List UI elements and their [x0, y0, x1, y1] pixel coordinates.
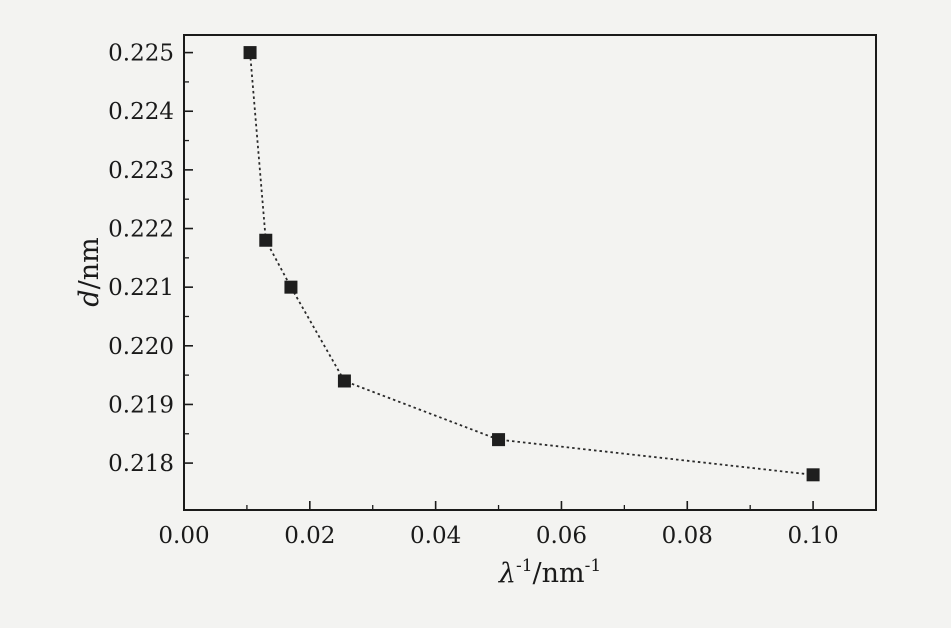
x-tick-label: 0.00 [158, 523, 209, 549]
data-point-marker [259, 233, 273, 247]
x-label-sup2: -1 [585, 556, 602, 576]
series-line [249, 52, 814, 476]
x-tick-label: 0.04 [410, 523, 461, 549]
y-tick-label: 0.221 [108, 275, 174, 301]
x-label-sup1: -1 [516, 556, 533, 576]
x-label-lambda: λ [498, 558, 516, 589]
y-tick-label: 0.218 [108, 451, 174, 477]
y-tick-label: 0.223 [108, 158, 174, 184]
data-point-marker [243, 46, 257, 60]
y-axis-label: d/nm [74, 237, 105, 306]
x-label-unit: /nm [533, 558, 585, 589]
data-point-marker [806, 468, 820, 482]
plot-frame [183, 34, 877, 511]
y-tick-label: 0.225 [108, 41, 174, 67]
data-point-marker [492, 433, 506, 447]
y-label-unit: /nm [74, 237, 105, 289]
x-axis-label: λ-1/nm-1 [498, 556, 601, 589]
x-tick-label: 0.02 [284, 523, 335, 549]
y-tick-label: 0.224 [108, 99, 174, 125]
series-layer [243, 46, 820, 482]
x-tick-label: 0.06 [536, 523, 587, 549]
y-label-d: d [74, 289, 105, 306]
data-point-marker [337, 374, 351, 388]
x-tick-label: 0.10 [787, 523, 838, 549]
x-axis: 0.00 0.02 0.04 0.06 0.08 0.10 [158, 501, 839, 549]
y-tick-label: 0.222 [108, 217, 174, 243]
y-axis: 0.218 0.219 0.220 0.221 0.222 0.223 0.224 0.225 [108, 41, 193, 477]
data-point-marker [284, 280, 298, 294]
x-tick-label: 0.08 [662, 523, 713, 549]
y-tick-label: 0.220 [108, 334, 174, 360]
y-tick-label: 0.219 [108, 392, 174, 418]
